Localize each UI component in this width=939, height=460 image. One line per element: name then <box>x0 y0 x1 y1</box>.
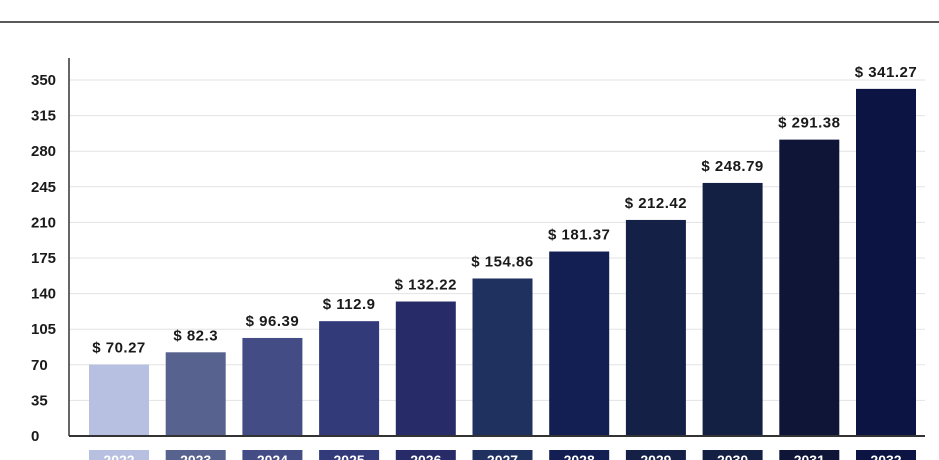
x-tick-label: 2024 <box>257 452 288 460</box>
data-label: $ 70.27 <box>92 340 146 357</box>
bar <box>625 219 686 436</box>
x-tick-label: 2029 <box>640 452 671 460</box>
x-tick-label: 2030 <box>717 452 748 460</box>
data-label: $ 181.37 <box>548 227 610 244</box>
y-tick-label: 105 <box>31 321 56 338</box>
bar <box>549 251 610 436</box>
x-tick-label: 2031 <box>794 452 825 460</box>
bar <box>165 352 226 436</box>
x-tick-label: 2023 <box>180 452 211 460</box>
data-labels: $ 70.27 $ 82.3 $ 96.39 $ 112.9 $ 132.22 $ 154… <box>92 64 917 357</box>
category-tag <box>549 450 610 460</box>
y-tick-label: 35 <box>31 392 48 409</box>
bar <box>395 301 456 436</box>
bar <box>779 139 840 436</box>
data-label: $ 112.9 <box>323 296 376 313</box>
y-tick-label: 70 <box>31 357 48 374</box>
category-tag <box>319 450 380 460</box>
x-tick-label: 2025 <box>334 452 365 460</box>
data-label: $ 291.38 <box>778 115 840 132</box>
bar <box>702 182 763 436</box>
x-tick-label: 2032 <box>870 452 901 460</box>
data-label: $ 248.79 <box>701 158 763 175</box>
y-tick-label: 0 <box>31 428 39 445</box>
y-tick-label: 245 <box>31 179 56 196</box>
category-tag <box>702 450 763 460</box>
x-tick-label: 2028 <box>564 452 595 460</box>
y-tick-label: 315 <box>31 108 56 125</box>
data-label: $ 96.39 <box>246 313 300 330</box>
bar <box>242 337 303 436</box>
y-tick-label: 280 <box>31 143 56 160</box>
category-tag <box>395 450 456 460</box>
category-tag <box>89 450 149 460</box>
bar <box>89 364 149 436</box>
data-label: $ 212.42 <box>625 195 687 212</box>
y-tick-label: 210 <box>31 214 56 231</box>
axes <box>68 58 925 437</box>
data-label: $ 154.86 <box>471 253 533 270</box>
y-tick-label: 350 <box>31 72 56 89</box>
bar <box>472 278 533 436</box>
data-label: $ 341.27 <box>855 64 917 81</box>
y-axis-ticks: 0 35 70 105 140 175 210 245 280 315 350 <box>31 72 56 445</box>
category-tag <box>472 450 533 460</box>
category-tag <box>856 450 916 460</box>
x-tick-label: 2026 <box>410 452 441 460</box>
category-tag <box>165 450 226 460</box>
y-tick-label: 140 <box>31 286 56 303</box>
bar <box>319 321 380 436</box>
data-label: $ 132.22 <box>395 277 457 294</box>
category-tag <box>625 450 686 460</box>
category-tag <box>779 450 840 460</box>
x-axis-categories: 2022 2023 2024 2025 2026 2027 2028 2029 2030 2031… <box>89 450 916 460</box>
data-label: $ 82.3 <box>173 327 218 344</box>
x-tick-label: 2027 <box>487 452 518 460</box>
bars <box>89 88 916 437</box>
bar <box>856 88 916 437</box>
y-tick-label: 175 <box>31 250 56 267</box>
x-tick-label: 2022 <box>103 452 134 460</box>
category-tag <box>242 450 303 460</box>
